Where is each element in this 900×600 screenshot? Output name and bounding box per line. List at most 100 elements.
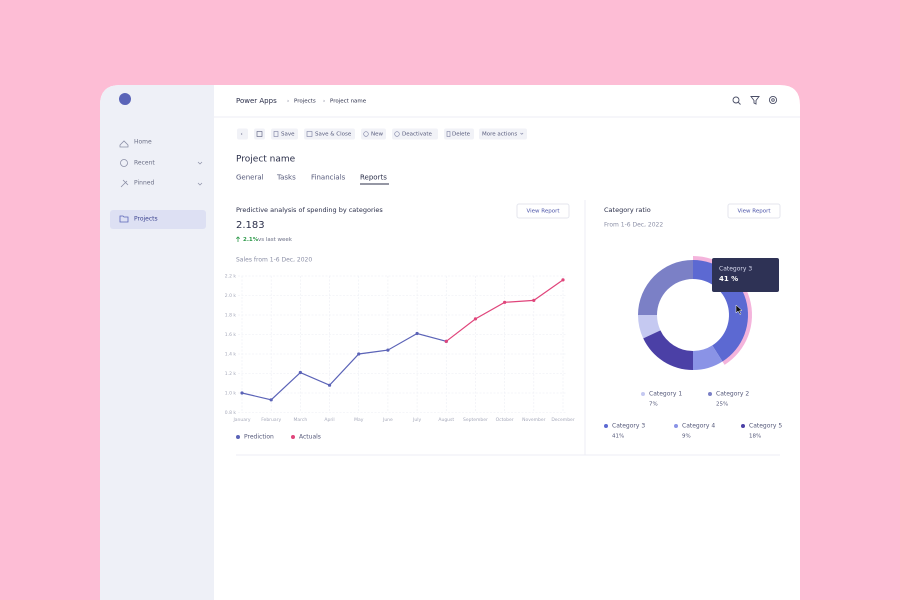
window	[100, 85, 800, 600]
x-tick-label: April	[324, 417, 334, 423]
breadcrumb-sep: ›	[287, 99, 289, 105]
tab[interactable]: Financials	[311, 174, 346, 182]
tab[interactable]: Tasks	[276, 174, 296, 182]
x-tick-label: February	[261, 417, 281, 423]
x-tick-label: June	[382, 417, 393, 423]
nav-item[interactable]: Pinned	[134, 180, 154, 187]
x-tick-label: July	[412, 417, 421, 423]
nav-item[interactable]: Home	[134, 139, 152, 146]
breadcrumb-sep: ›	[323, 99, 325, 105]
legend-label: Category 3	[612, 423, 645, 430]
x-tick-label: December	[551, 417, 574, 423]
legend-value: 18%	[749, 434, 761, 440]
nav-item[interactable]: Projects	[134, 216, 158, 223]
window-bg	[100, 85, 800, 600]
card-title: Predictive analysis of spending by categ…	[236, 206, 383, 214]
x-tick-label: September	[463, 417, 488, 423]
point	[561, 278, 565, 282]
chevrons	[197, 161, 203, 186]
legend-swatch	[708, 392, 712, 396]
legend-label: Category 1	[649, 391, 682, 398]
card-subtitle: From 1-6 Dec, 2022	[604, 222, 663, 229]
toolbar-button[interactable]: More actions	[482, 132, 517, 138]
x-tick-label: March	[294, 417, 308, 423]
y-tick-label: 1.8 k	[225, 313, 237, 319]
point	[503, 300, 507, 304]
donut-slice	[638, 260, 693, 315]
breadcrumb[interactable]: Power Apps	[236, 97, 277, 105]
point	[415, 331, 419, 336]
toolbar-button[interactable]: Delete	[452, 132, 471, 138]
legend-label: Category 2	[716, 391, 749, 398]
y-tick-label: 1.0 k	[225, 391, 237, 397]
kpi-value: 2.183	[236, 220, 265, 231]
back-button[interactable]: ‹	[241, 132, 243, 138]
recent-icon	[120, 159, 128, 167]
view-report-button[interactable]	[516, 203, 570, 219]
donut-slice	[693, 345, 723, 370]
view-report-button[interactable]	[727, 203, 781, 219]
x-tick-label: November	[522, 417, 546, 423]
y-tick-label: 1.2 k	[225, 371, 237, 377]
breadcrumb[interactable]: Project name	[330, 99, 367, 105]
point	[386, 348, 390, 352]
chart-subtitle: Sales from 1-6 Dec, 2020	[236, 257, 312, 264]
header-icons[interactable]	[732, 95, 778, 105]
point	[444, 339, 448, 343]
legend-value: 25%	[716, 402, 728, 408]
legend-swatch	[604, 424, 608, 428]
nav-active-bg	[110, 210, 206, 229]
legend-value: 9%	[682, 434, 691, 440]
toolbar-button[interactable]: Deactivate	[402, 132, 432, 138]
breadcrumb[interactable]: Projects	[294, 99, 316, 105]
point	[532, 298, 536, 302]
icon-button[interactable]	[256, 131, 263, 137]
point	[240, 391, 244, 395]
point	[473, 317, 478, 321]
toolbar-button[interactable]: Save	[281, 132, 295, 138]
donut-slice	[643, 330, 693, 370]
legend-swatch	[641, 392, 645, 396]
legend-swatch	[741, 424, 745, 428]
y-tick-label: 2.2 k	[225, 274, 237, 280]
tooltip-label: Category 3	[719, 266, 752, 273]
kpi-change: 2.1%	[243, 237, 259, 243]
legend-swatch	[236, 435, 240, 439]
folder-icon	[119, 215, 129, 223]
logo	[119, 93, 131, 105]
x-tick-label: August	[438, 417, 454, 423]
tooltip	[712, 258, 779, 292]
point	[357, 352, 361, 356]
point	[298, 370, 302, 375]
tab[interactable]: General	[236, 174, 264, 182]
x-tick-label: January	[232, 417, 250, 423]
x-tick-label: May	[354, 417, 364, 423]
legend-value: 7%	[649, 402, 658, 408]
toolbar-icons	[273, 131, 524, 137]
toolbar-button[interactable]: Save & Close	[315, 132, 352, 138]
tooltip-value: 41 %	[719, 275, 738, 283]
page-title: Project name	[236, 155, 296, 165]
home-icon	[119, 140, 129, 148]
sidebar	[100, 85, 214, 600]
nav-item[interactable]: Recent	[134, 160, 155, 167]
button-label[interactable]: View Report	[526, 209, 560, 215]
y-tick-label: 0.8 k	[225, 410, 237, 416]
line-series	[241, 332, 447, 401]
legend-label: Category 5	[749, 423, 782, 430]
toolbar-button[interactable]: New	[371, 132, 383, 138]
y-tick-label: 1.6 k	[225, 332, 237, 338]
point	[327, 383, 332, 387]
legend-swatch	[291, 435, 295, 439]
up-arrow	[236, 236, 240, 242]
donut-slice	[638, 315, 661, 339]
legend-label: Actuals	[299, 434, 321, 441]
y-tick-label: 2.0 k	[225, 293, 237, 299]
legend-value: 41%	[612, 434, 624, 440]
y-tick-label: 1.4 k	[225, 352, 237, 358]
button-label[interactable]: View Report	[737, 209, 771, 215]
tab-active[interactable]: Reports	[360, 174, 387, 182]
legend-label: Category 4	[682, 423, 715, 430]
